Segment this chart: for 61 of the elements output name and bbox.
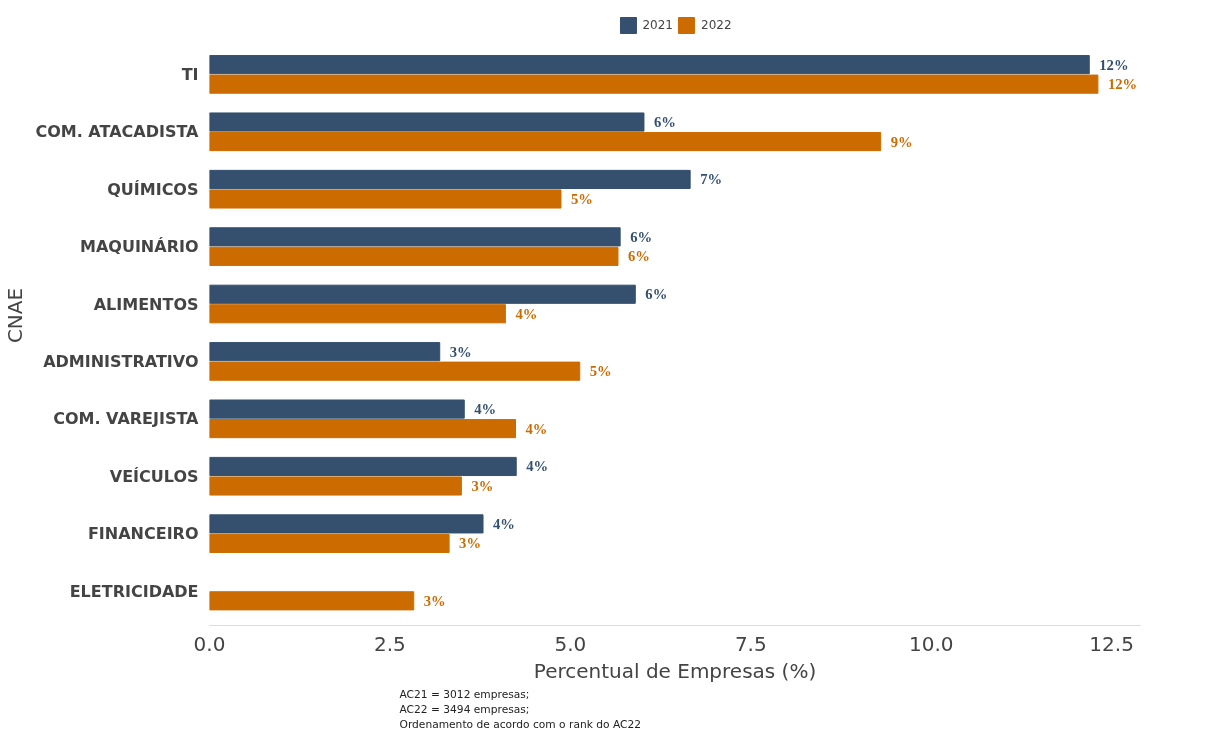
data-label: 4% <box>525 420 548 437</box>
data-label: 4% <box>493 515 516 532</box>
data-label: 7% <box>700 171 723 188</box>
data-label: 3% <box>449 343 472 360</box>
data-label: 4% <box>515 305 538 322</box>
data-label: 3% <box>459 535 482 552</box>
bar <box>209 361 581 381</box>
x-tick-label: 2.5 <box>374 631 406 656</box>
x-tick-label: 12.5 <box>1089 631 1134 656</box>
data-label: 5% <box>570 190 593 207</box>
x-tick-label: 7.5 <box>734 631 767 656</box>
bar <box>209 476 462 496</box>
legend-label: 2022 <box>701 18 732 32</box>
bar <box>209 131 882 152</box>
bar <box>209 304 506 324</box>
bar <box>209 189 562 209</box>
data-label: 6% <box>627 248 650 265</box>
data-label: 4% <box>526 458 549 475</box>
y-tick-label: MAQUINÁRIO <box>80 237 199 257</box>
bar <box>209 514 484 534</box>
y-tick-label: ALIMENTOS <box>93 294 199 314</box>
y-tick-label: ADMINISTRATIVO <box>43 351 199 371</box>
data-label: 6% <box>630 228 653 245</box>
bar <box>209 246 619 266</box>
data-label: 6% <box>653 114 676 131</box>
bar <box>209 74 1099 94</box>
bar <box>209 342 441 362</box>
x-axis-title: Percentual de Empresas (%) <box>533 658 817 683</box>
bar <box>209 399 465 419</box>
y-axis-title: CNAE <box>3 287 28 344</box>
text: AC22 = 3494 empresas; <box>399 702 530 716</box>
y-tick-label: ELETRICIDADE <box>69 581 199 601</box>
bar <box>209 284 636 304</box>
bar <box>209 55 1090 75</box>
bar <box>209 419 516 439</box>
data-label: 3% <box>423 592 446 609</box>
text: Ordenamento de acordo com o rank do AC22 <box>399 717 641 731</box>
bar <box>209 591 415 611</box>
bar <box>209 169 691 190</box>
data-label: 12% <box>1107 76 1138 93</box>
data-label: 4% <box>474 401 497 418</box>
bar <box>209 227 621 247</box>
legend-label: 2021 <box>642 18 673 32</box>
bar <box>209 456 517 477</box>
data-label: 3% <box>471 478 494 494</box>
data-label: 9% <box>890 133 913 150</box>
data-label: 5% <box>589 363 612 380</box>
y-tick-label: VEÍCULOS <box>109 466 199 486</box>
data-label: 12% <box>1099 56 1129 73</box>
data-label: 6% <box>645 286 668 303</box>
bar <box>209 112 645 132</box>
x-tick-label: 10.0 <box>908 631 954 656</box>
x-tick-label: 0.0 <box>193 631 226 656</box>
text: AC21 = 3012 empresas; <box>399 687 530 701</box>
y-tick-label: TI <box>181 64 199 84</box>
y-tick-label: FINANCEIRO <box>87 524 199 544</box>
y-tick-label: COM. VAREJISTA <box>53 409 200 429</box>
bar <box>209 533 450 553</box>
y-tick-label: QUÍMICOS <box>107 179 199 199</box>
x-tick-label: 5.0 <box>554 631 587 656</box>
y-tick-label: COM. ATACADISTA <box>35 122 200 142</box>
